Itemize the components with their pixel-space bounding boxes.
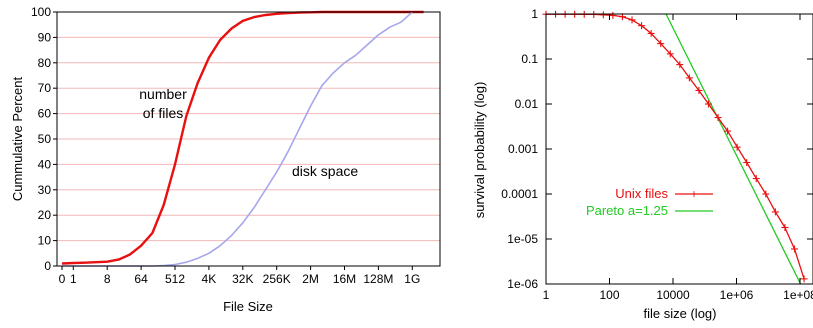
left-y-tick-label: 70 xyxy=(38,81,52,95)
left-x-tick-label: 256K xyxy=(263,272,291,286)
unix-files-point xyxy=(628,16,636,24)
left-y-ticks: 0 10 20 30 40 50 60 70 80 90 100 xyxy=(31,5,57,273)
left-x-tick-label: 2M xyxy=(302,272,319,286)
unix-files-point xyxy=(762,190,770,198)
left-x-tick-label: 16M xyxy=(333,272,356,286)
right-y-tick-label: 0.01 xyxy=(515,97,539,111)
left-x-tick-label: 8 xyxy=(104,272,111,286)
left-y-tick-label: 30 xyxy=(38,183,52,197)
unix-files-point xyxy=(676,61,684,69)
left-x-tick-label: 4K xyxy=(202,272,217,286)
legend: Unix files + Pareto a=1.25 xyxy=(586,186,713,218)
right-x-tick-label: 1e+06 xyxy=(720,288,754,302)
left-x-tick-label: 1G xyxy=(404,272,420,286)
right-y-tick-label: 0.1 xyxy=(521,52,538,66)
right-y-axis-label: survival probability (log) xyxy=(472,82,487,219)
left-y-tick-label: 50 xyxy=(38,132,52,146)
left-y-axis-label: Cummulative Percent xyxy=(10,76,25,201)
annotation-number-of-files-line2: of files xyxy=(143,105,183,121)
right-x-ticks: 1 100 10000 1e+06 1e+08 xyxy=(543,14,813,302)
unix-files-point xyxy=(800,275,808,283)
right-x-axis-label: file size (log) xyxy=(644,306,717,321)
unix-files-point xyxy=(733,143,741,151)
left-x-tick-label: 0 xyxy=(59,272,66,286)
right-x-tick-label: 10000 xyxy=(656,288,690,302)
unix-files-point xyxy=(724,127,732,135)
right-y-tick-label: 1 xyxy=(531,7,538,21)
left-x-tick-label: 32K xyxy=(232,272,253,286)
right-y-tick-label: 0.001 xyxy=(508,142,538,156)
unix-files-point xyxy=(704,100,712,108)
left-y-tick-label: 40 xyxy=(38,157,52,171)
left-x-tick-label: 64 xyxy=(134,272,148,286)
left-y-tick-label: 20 xyxy=(38,208,52,222)
left-x-axis-label: File Size xyxy=(223,299,273,314)
right-y-ticks: 1 0.1 0.01 0.001 0.0001 1e-05 1e-06 xyxy=(501,7,813,291)
unix-files-point xyxy=(609,11,617,19)
unix-files-point xyxy=(752,175,760,183)
unix-files-point xyxy=(771,208,779,216)
right-plot-frame xyxy=(545,13,813,285)
unix-files-point xyxy=(666,50,674,58)
left-x-tick-label: 1 xyxy=(70,272,77,286)
left-y-tick-label: 90 xyxy=(38,30,52,44)
right-y-tick-label: 0.0001 xyxy=(501,187,538,201)
legend-marker-unix-files: + xyxy=(690,187,697,201)
left-x-ticks: 0 1 8 64 512 4K 32K 256K 2M 16M 128M 1G xyxy=(59,266,420,286)
right-y-tick-label: 1e-05 xyxy=(507,232,538,246)
series-unix-files-line xyxy=(546,13,805,280)
unix-files-point xyxy=(714,114,722,122)
unix-files-point xyxy=(743,159,751,167)
left-y-tick-label: 100 xyxy=(31,5,51,19)
annotation-number-of-files: number xyxy=(139,86,187,102)
legend-label-pareto: Pareto a=1.25 xyxy=(586,203,668,218)
series-pareto-line xyxy=(665,13,802,285)
unix-files-point xyxy=(647,29,655,37)
series-number-of-files-line xyxy=(61,10,424,265)
unix-files-point xyxy=(695,86,703,94)
left-y-tick-label: 60 xyxy=(38,107,52,121)
unix-files-point xyxy=(781,224,789,232)
left-y-tick-label: 80 xyxy=(38,56,52,70)
unix-files-point xyxy=(638,22,646,30)
left-x-tick-label: 128M xyxy=(363,272,393,286)
right-x-tick-label: 100 xyxy=(599,288,619,302)
left-y-tick-label: 10 xyxy=(38,234,52,248)
unix-files-point xyxy=(685,74,693,82)
unix-files-point xyxy=(657,40,665,48)
right-y-tick-label: 1e-06 xyxy=(507,277,538,291)
left-grid xyxy=(57,11,440,242)
legend-label-unix-files: Unix files xyxy=(615,186,668,201)
annotation-disk-space: disk space xyxy=(292,163,358,179)
unix-files-point xyxy=(791,245,799,253)
left-x-tick-label: 512 xyxy=(165,272,185,286)
right-x-tick-label: 1 xyxy=(543,288,550,302)
right-series xyxy=(542,10,808,285)
right-x-tick-label: 1e+08 xyxy=(783,288,813,302)
left-y-tick-label: 0 xyxy=(44,259,51,273)
unix-files-point xyxy=(599,11,607,19)
